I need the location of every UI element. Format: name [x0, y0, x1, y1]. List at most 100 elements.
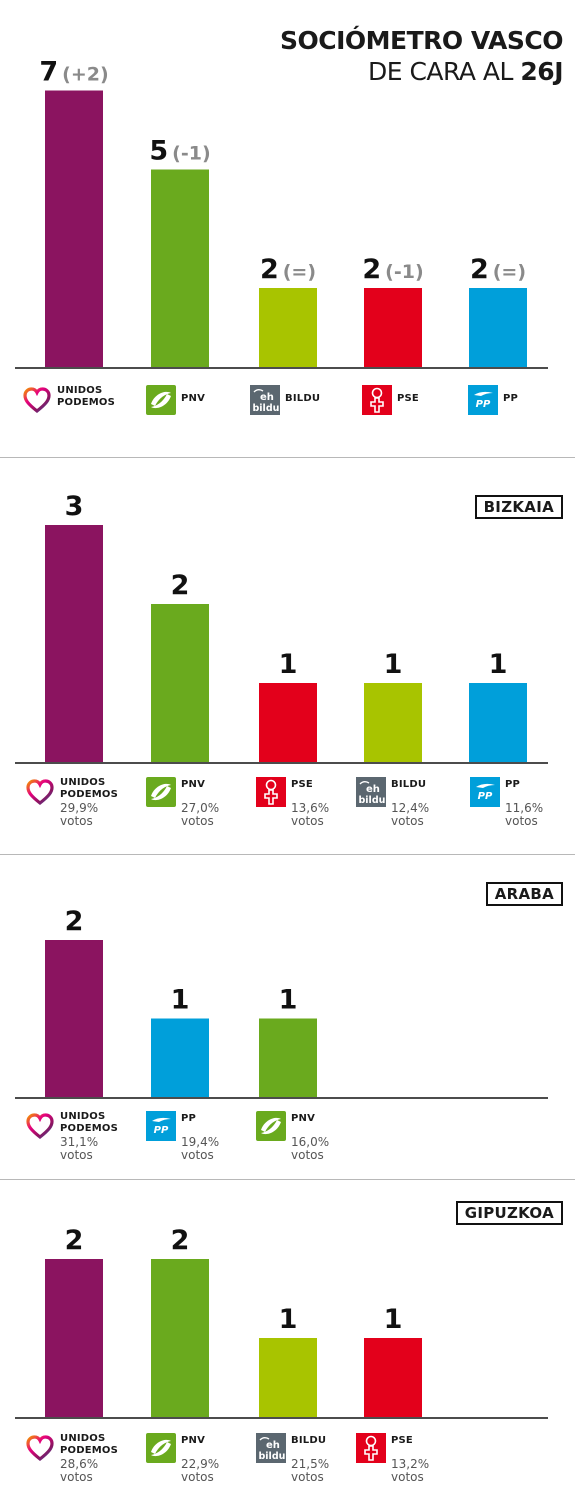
pp-gull-icon: PP: [468, 385, 498, 415]
party-name: PNV: [181, 393, 206, 404]
vote-percent: 21,5%: [291, 1457, 330, 1471]
legend-item-up: UNIDOS PODEMOS 28,6% votos: [25, 1433, 118, 1483]
bar-chart-svg: 2 1 1: [15, 906, 548, 1099]
title-line-1: SOCIÓMETRO VASCO: [280, 26, 563, 55]
votes-unit: votos: [291, 1470, 324, 1484]
party-name: PSE: [397, 393, 419, 404]
chart-gipuzkoa: 2 2 1 1: [0, 1215, 575, 1420]
legend-item-pp: PP PP: [468, 385, 518, 415]
bar-value-label: 1: [279, 1304, 298, 1335]
party-name: PSE: [291, 779, 313, 790]
party-name: PNV: [181, 1435, 206, 1446]
legend-item-bildu: eh bildu BILDU 21,5% votos: [256, 1433, 329, 1483]
bar-pp: [469, 288, 527, 367]
legend-item-pnv: PNV: [146, 385, 205, 415]
svg-text:bildu: bildu: [259, 1451, 286, 1462]
legend-text: UNIDOS PODEMOS: [57, 385, 115, 409]
chart-araba: 2 1 1: [0, 900, 575, 1100]
bar-chart-svg: 7 (+2) 5 (-1) 2 (=) 2 (-1) 2 (=): [15, 57, 548, 369]
party-name: PODEMOS: [60, 789, 119, 800]
svg-text:bildu: bildu: [359, 795, 386, 806]
votes-unit: votos: [181, 1148, 214, 1162]
bar-up: [45, 940, 103, 1097]
vote-percent: 13,2%: [391, 1457, 430, 1471]
legend-item-pnv: PNV 22,9% votos: [146, 1433, 219, 1483]
votes-unit: votos: [291, 814, 324, 828]
legend-text: UNIDOS PODEMOS 28,6% votos: [60, 1433, 118, 1483]
legend-text: PNV 16,0% votos: [291, 1111, 329, 1161]
bar-change-label: (-1): [172, 143, 210, 165]
heart-rainbow-icon: [26, 1435, 54, 1462]
vote-percent: 27,0%: [181, 801, 220, 815]
bar-value-label: 2: [65, 906, 84, 937]
section-divider: [0, 854, 575, 855]
legend-text: PSE 13,2% votos: [391, 1433, 429, 1483]
bar-pp: [469, 683, 527, 762]
votes-unit: votos: [181, 814, 214, 828]
bar-up: [45, 1259, 103, 1417]
votes-unit: votos: [60, 1148, 93, 1162]
pnv-leaf-icon: [146, 1433, 176, 1463]
legend-text: UNIDOS PODEMOS 29,9% votos: [60, 777, 118, 827]
legend-item-up: UNIDOS PODEMOS 31,1% votos: [25, 1111, 118, 1161]
votes-unit: votos: [181, 1470, 214, 1484]
svg-text:PP: PP: [476, 399, 491, 410]
legend-item-bildu: eh bildu BILDU: [250, 385, 320, 415]
pnv-leaf-icon: [146, 385, 176, 415]
legend-text: PP 19,4% votos: [181, 1111, 219, 1161]
vote-percent: 13,6%: [291, 801, 330, 815]
party-name: PODEMOS: [60, 1123, 119, 1134]
bar-change-label: (+2): [62, 64, 109, 86]
bar-change-label: (-1): [385, 261, 423, 283]
legend-text: PP: [503, 385, 518, 405]
legend-text: PSE: [397, 385, 419, 405]
pp-gull-icon: PP: [470, 777, 500, 807]
legend-text: PSE 13,6% votos: [291, 777, 329, 827]
bar-value-label: 2: [171, 1225, 190, 1256]
svg-text:eh: eh: [266, 1440, 280, 1451]
region-label-araba: ARABA: [485, 882, 563, 906]
bar-value-label: 7 (+2): [39, 57, 108, 88]
party-name: PP: [505, 779, 521, 790]
party-name: UNIDOS: [60, 1433, 106, 1444]
pp-gull-icon: PP: [146, 1111, 176, 1141]
bar-value-label: 1: [171, 985, 190, 1016]
legend-item-pse: PSE 13,2% votos: [356, 1433, 429, 1483]
bar-bildu: [364, 683, 422, 762]
vote-percent: 11,6%: [505, 801, 544, 815]
bar-pse: [364, 288, 422, 367]
party-name: PP: [181, 1113, 197, 1124]
bar-chart-svg: 3 2 1 1 1: [15, 491, 548, 764]
section-divider: [0, 1179, 575, 1180]
heart-rainbow-icon: [23, 387, 51, 414]
bar-value-label: 1: [384, 649, 403, 680]
bar-change-label: (=): [493, 261, 526, 283]
vote-percent: 31,1%: [60, 1135, 99, 1149]
party-name: UNIDOS: [60, 1111, 106, 1122]
bar-pse: [364, 1338, 422, 1417]
party-name: PNV: [291, 1113, 316, 1124]
bar-value-label: 2 (=): [470, 254, 526, 285]
votes-unit: votos: [291, 1148, 324, 1162]
bar-value-label: 2: [65, 1225, 84, 1256]
bar-value-label: 2: [171, 570, 190, 601]
region-label-gipuzkoa: GIPUZKOA: [455, 1201, 563, 1225]
pse-rose-icon: [256, 777, 286, 807]
heart-rainbow-icon: [26, 1113, 54, 1140]
title-line-2-prefix: DE CARA AL: [367, 57, 521, 86]
svg-text:eh: eh: [366, 784, 380, 795]
bar-pnv: [151, 169, 209, 367]
pnv-leaf-icon: [146, 777, 176, 807]
vote-percent: 19,4%: [181, 1135, 220, 1149]
votes-unit: votos: [505, 814, 538, 828]
heart-rainbow-icon: [26, 779, 54, 806]
vote-percent: 12,4%: [391, 801, 430, 815]
chart-overall: 7 (+2) 5 (-1) 2 (=) 2 (-1) 2 (=): [0, 57, 575, 370]
legend-item-up: UNIDOS PODEMOS: [22, 385, 115, 415]
vote-percent: 28,6%: [60, 1457, 99, 1471]
bar-pse: [259, 683, 317, 762]
title-line-2: DE CARA AL 26J: [280, 56, 564, 88]
legend-item-pnv: PNV 27,0% votos: [146, 777, 219, 827]
